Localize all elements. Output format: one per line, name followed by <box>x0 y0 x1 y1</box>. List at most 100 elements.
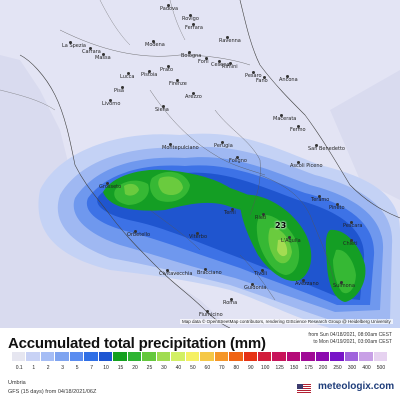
city-marker <box>251 70 255 74</box>
scale-tick: 25 <box>146 365 153 371</box>
city-marker <box>335 202 339 206</box>
city-label: Prato <box>160 67 174 73</box>
city-marker <box>262 75 266 79</box>
max-precipitation-label: 23 <box>275 221 287 230</box>
city-marker <box>317 194 321 198</box>
city-marker <box>301 278 305 282</box>
city-label: Ravenna <box>219 38 241 44</box>
city-marker <box>147 69 151 73</box>
scale-swatch <box>127 352 143 361</box>
city-marker <box>349 220 353 224</box>
scale-swatch <box>84 352 99 361</box>
city-marker <box>287 235 291 239</box>
scale-tick: 90 <box>247 365 254 371</box>
city-marker <box>191 22 195 26</box>
scale-tick: 15 <box>117 365 124 371</box>
city-label: Ancona <box>279 77 298 83</box>
city-label: Macerata <box>273 116 297 122</box>
city-label: Firenze <box>169 81 187 87</box>
city-marker <box>105 181 109 185</box>
city-marker <box>279 113 283 117</box>
precipitation-map[interactable]: Padova Rovigo Ferrara Modena Ravenna Forlì Ces… <box>0 0 400 328</box>
city-label: Civitavecchia <box>159 271 193 277</box>
city-label: Viterbo <box>189 234 208 240</box>
city-label: Fiumicino <box>199 312 223 318</box>
model-label: GFS (15 days) from 04/18/2021/06Z <box>8 389 97 395</box>
scale-tick: 80 <box>233 365 240 371</box>
city-marker <box>261 212 265 216</box>
city-marker <box>285 74 289 78</box>
map-attribution[interactable]: Map data © OpenStreetMap contributors, r… <box>180 319 393 324</box>
scale-swatch <box>373 352 389 361</box>
scale-tick: 7 <box>90 365 93 371</box>
scale-swatch <box>98 352 114 361</box>
scale-tick: 20 <box>132 365 138 371</box>
city-label: Bracciano <box>197 270 222 276</box>
scale-tick: 10 <box>103 365 109 371</box>
city-marker <box>314 143 318 147</box>
scale-tick: 1 <box>32 365 36 371</box>
city-marker <box>296 124 300 128</box>
scale-swatch <box>315 352 331 361</box>
scale-swatch <box>55 352 70 361</box>
scale-swatch <box>12 352 27 361</box>
city-label: Rieti <box>255 215 267 221</box>
city-label: La Spezia <box>62 43 86 49</box>
city-marker <box>187 50 191 54</box>
city-label: Guidonia <box>244 285 267 291</box>
city-marker <box>195 231 199 235</box>
city-label: Foligno <box>229 158 247 164</box>
city-marker <box>349 238 353 242</box>
city-label: Rovigo <box>182 16 199 22</box>
scale-tick: 150 <box>289 365 299 371</box>
city-label: Lucca <box>120 74 135 80</box>
period-to: to Mon 04/19/2021, 03:00am CEST <box>313 339 392 345</box>
scale-swatch <box>171 352 186 361</box>
city-marker <box>229 297 233 301</box>
city-label: Roma <box>223 300 238 306</box>
scale-tick: 70 <box>219 365 225 371</box>
city-label: Padova <box>160 6 179 12</box>
city-label: Cesena <box>211 62 230 68</box>
scale-swatch <box>301 352 316 361</box>
city-label: Forlì <box>198 59 209 65</box>
city-marker <box>126 71 130 75</box>
city-label: Ascoli Piceno <box>290 163 323 169</box>
city-label: Livorno <box>102 101 121 107</box>
brand-logo[interactable]: meteologix.com <box>318 381 395 392</box>
scale-swatch <box>142 352 157 361</box>
city-marker <box>175 78 179 82</box>
city-label: Pisa <box>114 88 124 94</box>
city-marker <box>168 142 172 146</box>
scale-swatch <box>69 352 85 361</box>
city-marker <box>68 40 72 44</box>
us-flag-icon[interactable] <box>297 384 311 393</box>
city-marker <box>228 61 232 65</box>
city-marker <box>204 56 208 60</box>
city-marker <box>191 91 195 95</box>
city-label: Rimini <box>222 64 238 70</box>
city-marker <box>166 64 170 68</box>
scale-tick: 250 <box>333 365 342 371</box>
city-label: Pesaro <box>245 73 262 79</box>
scale-swatch <box>156 352 172 361</box>
scale-swatch <box>214 352 230 361</box>
city-marker <box>133 229 137 233</box>
city-label: Avezzano <box>295 281 319 287</box>
scale-swatch <box>185 352 201 361</box>
city-label: Bologna <box>181 53 202 59</box>
city-marker <box>166 3 170 7</box>
city-marker <box>217 59 221 63</box>
scale-swatch <box>359 352 374 361</box>
scale-tick: 50 <box>190 365 196 371</box>
city-marker <box>88 46 92 50</box>
city-marker <box>120 85 124 89</box>
city-marker <box>339 280 343 284</box>
color-scale <box>12 352 389 361</box>
scale-swatch <box>344 352 360 361</box>
scale-tick: 60 <box>204 365 211 371</box>
legend-title: Accumulated total precipitation (mm) <box>8 335 266 352</box>
city-label: Fano <box>256 78 268 84</box>
scale-tick: 0.1 <box>15 365 23 371</box>
city-marker <box>161 104 165 108</box>
